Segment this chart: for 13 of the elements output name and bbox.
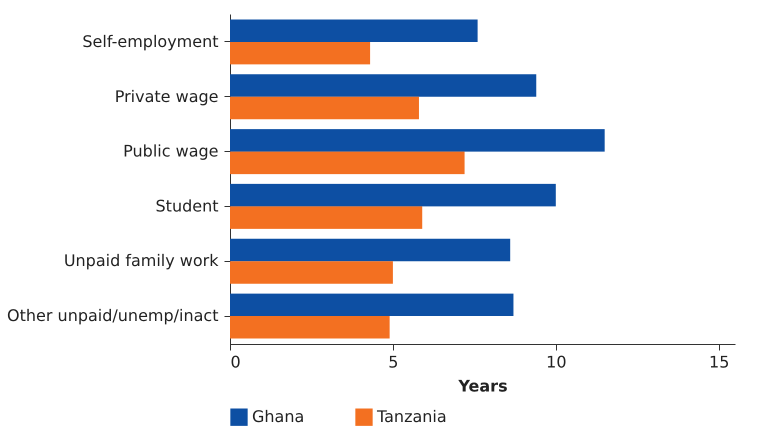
x-axis-title: Years [457,376,508,396]
y-tick-label: Other unpaid/unemp/inact [7,306,218,326]
x-tick-label: 10 [546,352,566,372]
y-tick-label: Student [156,196,218,216]
y-tick-label: Unpaid family work [64,251,220,270]
y-tick-label: Private wage [114,86,218,106]
x-tick-label: 0 [230,352,241,372]
y-tick-label: Self-employment [82,32,218,51]
legend-label: Tanzania [376,407,447,426]
x-tick-label: 5 [388,352,398,372]
x-tick-label: 15 [709,352,730,372]
y-tick-label: Public wage [123,142,218,161]
legend-label: Ghana [252,407,304,426]
